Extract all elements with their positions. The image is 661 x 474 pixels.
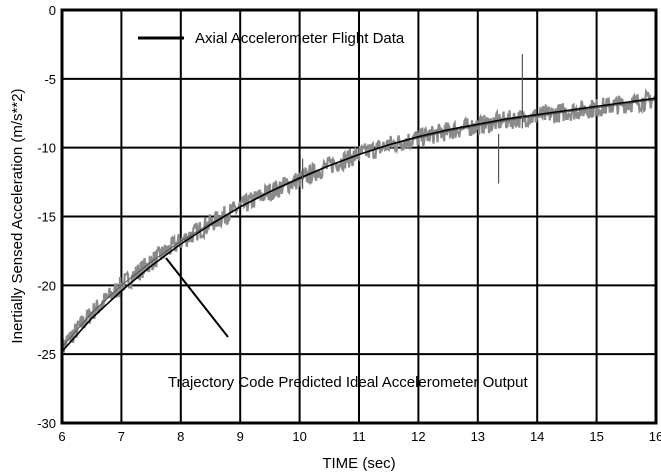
y-tick-label: -30 bbox=[37, 416, 56, 431]
legend-label-flight-data: Axial Accelerometer Flight Data bbox=[195, 30, 405, 47]
x-tick-label: 11 bbox=[352, 429, 366, 444]
x-tick-label: 12 bbox=[411, 429, 425, 444]
y-tick-label: -5 bbox=[44, 72, 56, 87]
x-axis-title: TIME (sec) bbox=[322, 455, 395, 472]
x-tick-label: 9 bbox=[237, 429, 244, 444]
y-tick-label: -10 bbox=[37, 141, 56, 156]
series-flight-data bbox=[60, 87, 658, 357]
annotation-pointer-trajectory bbox=[165, 257, 229, 338]
x-tick-label: 15 bbox=[589, 429, 603, 444]
y-tick-label: -20 bbox=[37, 278, 56, 293]
x-tick-label: 10 bbox=[292, 429, 306, 444]
y-tick-label: -25 bbox=[37, 347, 56, 362]
plot-frame bbox=[60, 8, 658, 425]
x-tick-label: 16 bbox=[649, 429, 661, 444]
x-tick-label: 7 bbox=[118, 429, 125, 444]
x-tick-label: 13 bbox=[471, 429, 485, 444]
annotation-label-trajectory: Trajectory Code Predicted Ideal Accelero… bbox=[168, 374, 528, 391]
series-trajectory-predicted bbox=[61, 97, 657, 352]
x-tick-label: 8 bbox=[177, 429, 184, 444]
y-tick-label: 0 bbox=[49, 3, 56, 18]
tick-labels: 6 7 8 9 10 11 12 13 14 15 16 0 -5 -10 -15 -20 -25 -30 bbox=[37, 3, 661, 444]
x-tick-label: 14 bbox=[530, 429, 544, 444]
y-tick-label: -15 bbox=[37, 210, 56, 225]
grid-layer bbox=[61, 9, 657, 424]
y-axis-title: Inertially Sensed Acceleration (m/s**2) bbox=[9, 88, 26, 343]
series-layer bbox=[60, 54, 658, 357]
x-tick-label: 6 bbox=[58, 429, 65, 444]
